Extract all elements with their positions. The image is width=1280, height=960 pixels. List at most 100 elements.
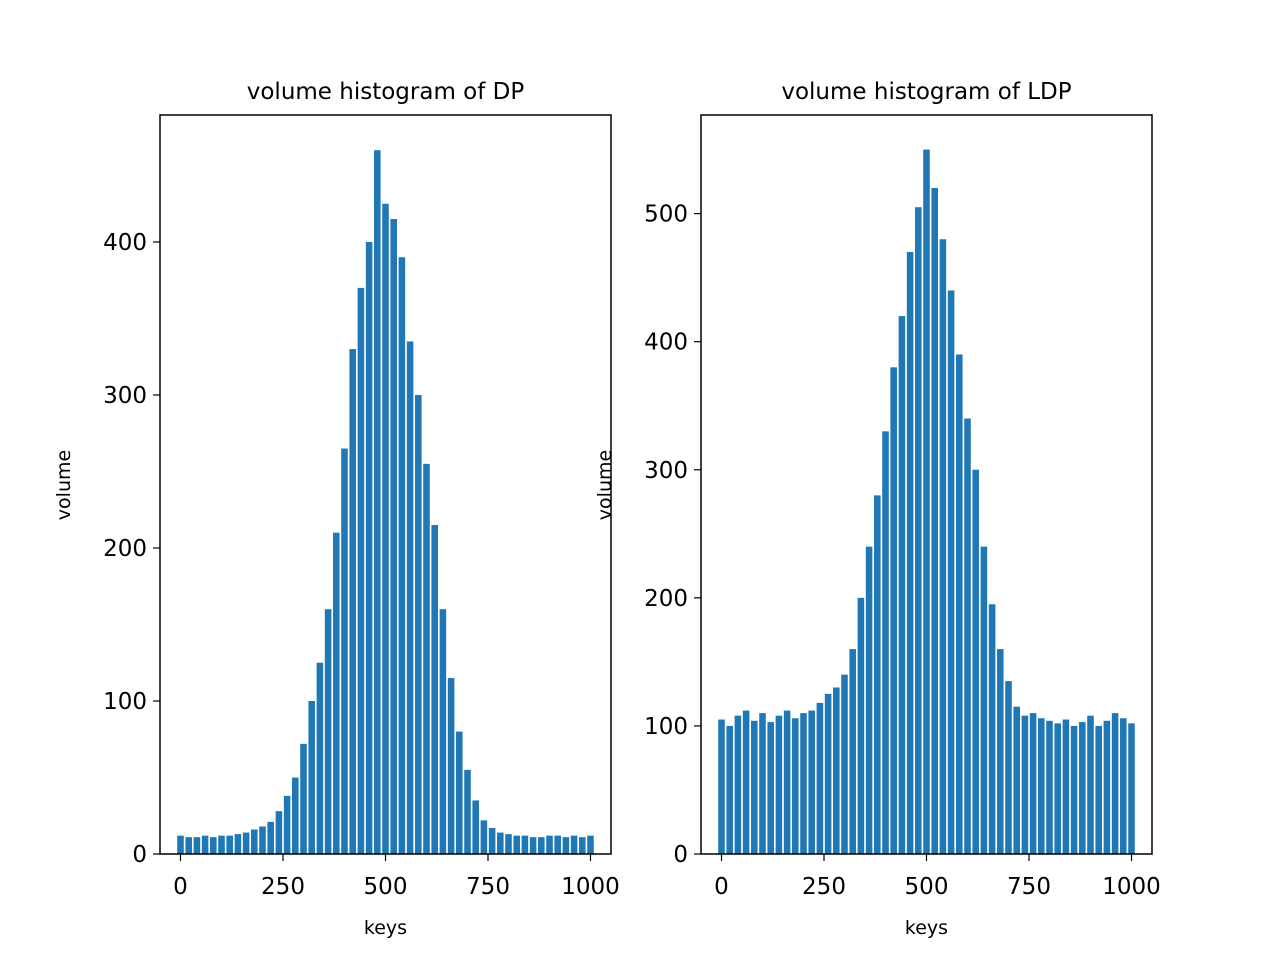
chart-ldp-x-tick-label: 250	[802, 874, 846, 900]
chart-dp-bars	[177, 150, 594, 855]
chart-dp-bar	[480, 820, 488, 854]
chart-dp-bar	[234, 834, 242, 854]
chart-dp-bar	[488, 827, 496, 854]
chart-dp-bar	[398, 257, 406, 854]
chart-dp-bar	[275, 811, 283, 854]
chart-dp-bar	[554, 835, 561, 854]
chart-ldp-bar	[833, 687, 840, 854]
chart-ldp-bar	[1128, 723, 1135, 854]
chart-dp-bar	[242, 832, 250, 854]
chart-dp-y-tick-label: 400	[103, 230, 147, 256]
chart-dp-bar	[300, 743, 307, 854]
chart-ldp-bar	[923, 149, 930, 854]
chart-dp-bar	[374, 150, 381, 854]
chart-ldp-bar	[1087, 715, 1094, 854]
chart-dp-bar	[464, 769, 471, 854]
chart-dp-bar	[587, 835, 594, 854]
chart-ldp-bar	[890, 367, 897, 854]
chart-ldp-bar	[742, 710, 750, 854]
chart-ldp-y-tick-label: 500	[644, 202, 688, 228]
chart-ldp-bar	[1038, 718, 1045, 854]
chart-ldp-bar	[1111, 713, 1119, 854]
chart-dp-y-axis-label: volume	[53, 450, 75, 520]
chart-dp-bar	[382, 203, 389, 855]
chart-ldp-bar	[1070, 725, 1078, 854]
chart-ldp-bar	[1029, 713, 1037, 854]
chart-ldp-bar	[783, 710, 791, 854]
chart-ldp-bar	[1062, 719, 1070, 854]
chart-ldp-bar	[1103, 720, 1111, 854]
chart-ldp-bar	[906, 252, 914, 855]
chart-dp-bar	[177, 835, 184, 854]
chart-ldp-bar	[980, 546, 988, 854]
chart-dp-bar	[292, 777, 299, 854]
chart-dp-bar	[546, 835, 553, 854]
chart-ldp-bar	[800, 713, 807, 854]
chart-dp-bar	[472, 800, 479, 854]
chart-dp-bar	[267, 821, 274, 854]
chart-ldp-bar	[1054, 723, 1061, 854]
chart-ldp-y-tick-label: 400	[644, 330, 688, 356]
chart-ldp-bar	[759, 713, 766, 854]
chart-ldp-bars	[718, 149, 1135, 855]
chart-ldp-bar	[956, 354, 963, 854]
chart-ldp-x-tick-label: 0	[714, 874, 729, 900]
chart-ldp-y-axis-label: volume	[594, 450, 616, 520]
chart-dp-bar	[521, 835, 529, 854]
chart-dp-bar	[341, 448, 348, 854]
chart-ldp-y-tick-label: 300	[644, 458, 688, 484]
chart-dp-y-tick-label: 300	[103, 383, 147, 409]
chart-dp-bar	[570, 835, 578, 854]
chart-dp-bar	[333, 532, 340, 854]
chart-dp-bar	[390, 219, 397, 855]
chart-ldp-x-tick-label: 500	[905, 874, 949, 900]
chart-dp-x-tick-label: 1000	[561, 874, 620, 900]
chart-dp-x-tick-label: 0	[173, 874, 188, 900]
chart-ldp-bar	[874, 495, 881, 854]
chart-ldp-bar	[931, 188, 938, 854]
chart-ldp-y-ticks: 0 100 200 300 400 500	[644, 202, 701, 868]
chart-ldp-bar	[1120, 718, 1127, 854]
chart-ldp-bar	[997, 649, 1004, 854]
chart-ldp-bar	[767, 722, 774, 854]
chart-ldp-y-tick-label: 200	[644, 586, 688, 612]
chart-dp-bar	[538, 837, 545, 854]
chart-ldp-bar	[775, 715, 783, 854]
chart-ldp-y-tick-label: 100	[644, 714, 688, 740]
chart-dp-y-ticks: 0 100 200 300 400	[103, 230, 160, 868]
chart-dp-bar	[226, 835, 233, 854]
chart-ldp-bar	[988, 604, 996, 854]
chart-ldp-x-axis-label: keys	[905, 917, 948, 939]
chart-dp-bar	[529, 837, 537, 854]
chart-ldp-x-ticks: 0 250 500 750 1000	[714, 854, 1161, 900]
chart-dp-bar	[324, 609, 332, 854]
chart-dp-bar	[415, 394, 422, 854]
chart-dp-x-ticks: 0 250 500 750 1000	[173, 854, 620, 900]
chart-dp-bar	[259, 826, 266, 854]
chart-ldp-bar	[792, 718, 799, 854]
chart-ldp-bar	[1013, 706, 1020, 854]
chart-dp-bar	[447, 678, 455, 854]
chart-ldp: volume histogram of LDP 0 250 500 750 1000 0…	[594, 79, 1161, 939]
chart-dp-bar	[423, 463, 430, 854]
chart-dp-bar	[210, 837, 217, 854]
chart-ldp-x-tick-label: 750	[1007, 874, 1051, 900]
chart-dp-bar	[439, 609, 447, 854]
chart-dp-bar	[357, 287, 365, 854]
chart-ldp-title: volume histogram of LDP	[781, 79, 1071, 105]
chart-dp-bar	[579, 837, 586, 854]
chart-dp-bar	[185, 837, 192, 854]
chart-dp: volume histogram of DP 0 250 500 750 1000 0 1…	[53, 79, 620, 939]
chart-ldp-y-tick-label: 0	[673, 842, 688, 868]
chart-ldp-bar	[972, 469, 979, 854]
chart-dp-bar	[497, 832, 504, 854]
chart-dp-bar	[218, 835, 225, 854]
chart-ldp-bar	[726, 725, 733, 854]
chart-dp-x-axis-label: keys	[364, 917, 407, 939]
chart-ldp-bar	[1021, 715, 1029, 854]
chart-ldp-bar	[939, 239, 947, 855]
chart-dp-y-tick-label: 100	[103, 689, 147, 715]
chart-ldp-bar	[734, 715, 742, 854]
chart-ldp-bar	[751, 720, 758, 854]
